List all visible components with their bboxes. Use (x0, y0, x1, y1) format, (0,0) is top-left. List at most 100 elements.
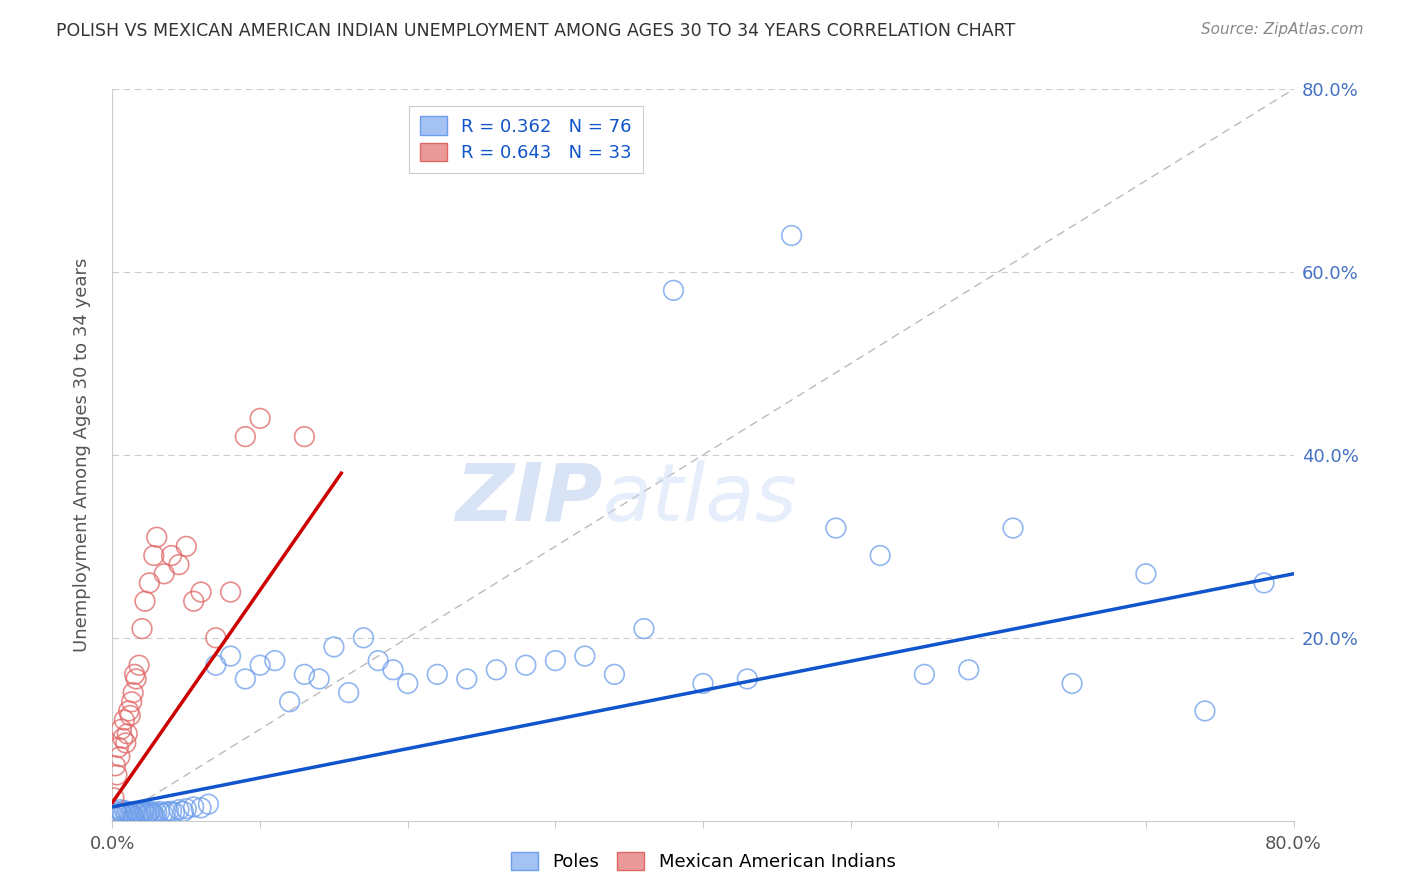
Text: atlas: atlas (603, 459, 797, 538)
Point (125, 805, 148, 820)
Point (219, 585, 242, 599)
Point (382, 663, 405, 677)
Point (146, 530, 169, 544)
Point (1135, 566, 1157, 581)
Point (174, 539, 197, 553)
Point (157, 805, 180, 819)
Point (205, 631, 228, 645)
Point (121, 806, 143, 821)
Point (323, 640, 346, 654)
Point (114, 736, 136, 750)
Point (205, 658, 228, 673)
Point (135, 807, 157, 822)
Point (167, 558, 190, 572)
Point (153, 566, 176, 581)
Point (515, 658, 537, 673)
Point (134, 594, 156, 608)
Point (118, 704, 141, 718)
Point (107, 740, 129, 755)
Point (278, 695, 301, 709)
Text: Source: ZipAtlas.com: Source: ZipAtlas.com (1201, 22, 1364, 37)
Point (337, 686, 360, 700)
Point (117, 727, 138, 741)
Point (308, 672, 330, 686)
Text: POLISH VS MEXICAN AMERICAN INDIAN UNEMPLOYMENT AMONG AGES 30 TO 34 YEARS CORRELA: POLISH VS MEXICAN AMERICAN INDIAN UNEMPL… (56, 22, 1015, 40)
Point (136, 806, 159, 821)
Point (957, 663, 980, 677)
Point (233, 430, 256, 444)
Point (183, 800, 205, 814)
Point (103, 809, 125, 823)
Point (103, 790, 125, 805)
Point (111, 731, 134, 746)
Point (110, 723, 132, 737)
Point (163, 805, 186, 820)
Point (105, 768, 128, 782)
Point (107, 808, 129, 822)
Point (108, 749, 131, 764)
Point (118, 805, 141, 820)
Point (122, 686, 145, 700)
Point (131, 806, 153, 821)
Point (110, 805, 132, 820)
Point (352, 631, 374, 645)
Point (1253, 576, 1275, 591)
Point (155, 805, 177, 820)
Point (633, 622, 655, 636)
Point (142, 807, 165, 822)
Point (824, 521, 846, 535)
Point (172, 805, 194, 819)
Point (249, 658, 271, 673)
Point (219, 649, 242, 664)
Point (197, 797, 219, 812)
Point (174, 802, 197, 816)
Point (485, 663, 508, 677)
Point (1062, 676, 1084, 690)
Point (1001, 521, 1024, 535)
Point (869, 549, 891, 563)
Text: ZIP: ZIP (456, 459, 603, 538)
Point (132, 805, 155, 819)
Point (183, 594, 205, 608)
Point (120, 708, 142, 723)
Point (131, 622, 153, 636)
Point (544, 654, 567, 668)
Point (121, 695, 143, 709)
Point (138, 805, 160, 820)
Point (603, 667, 626, 681)
Point (264, 654, 287, 668)
Point (292, 667, 315, 681)
Legend: R = 0.362   N = 76, R = 0.643   N = 33: R = 0.362 N = 76, R = 0.643 N = 33 (409, 105, 643, 173)
Point (1194, 704, 1216, 718)
Point (190, 801, 212, 815)
Point (117, 805, 138, 819)
Point (127, 806, 149, 821)
Point (367, 654, 389, 668)
Point (104, 758, 127, 772)
Point (125, 672, 148, 686)
Point (108, 803, 131, 817)
Point (233, 672, 256, 686)
Point (112, 713, 135, 727)
Point (160, 805, 183, 819)
Y-axis label: Unemployment Among Ages 30 to 34 years: Unemployment Among Ages 30 to 34 years (73, 258, 91, 652)
Point (139, 805, 162, 819)
Point (167, 803, 190, 817)
Point (292, 430, 315, 444)
Point (692, 676, 714, 690)
Point (142, 549, 165, 563)
Point (149, 805, 172, 819)
Point (138, 576, 160, 591)
Point (128, 807, 150, 822)
Point (780, 228, 803, 243)
Point (134, 805, 156, 820)
Point (120, 807, 142, 822)
Point (737, 672, 759, 686)
Point (122, 808, 145, 822)
Point (112, 804, 135, 818)
Point (104, 805, 127, 819)
Point (114, 806, 136, 821)
Point (146, 805, 169, 820)
Point (128, 658, 150, 673)
Point (160, 549, 183, 563)
